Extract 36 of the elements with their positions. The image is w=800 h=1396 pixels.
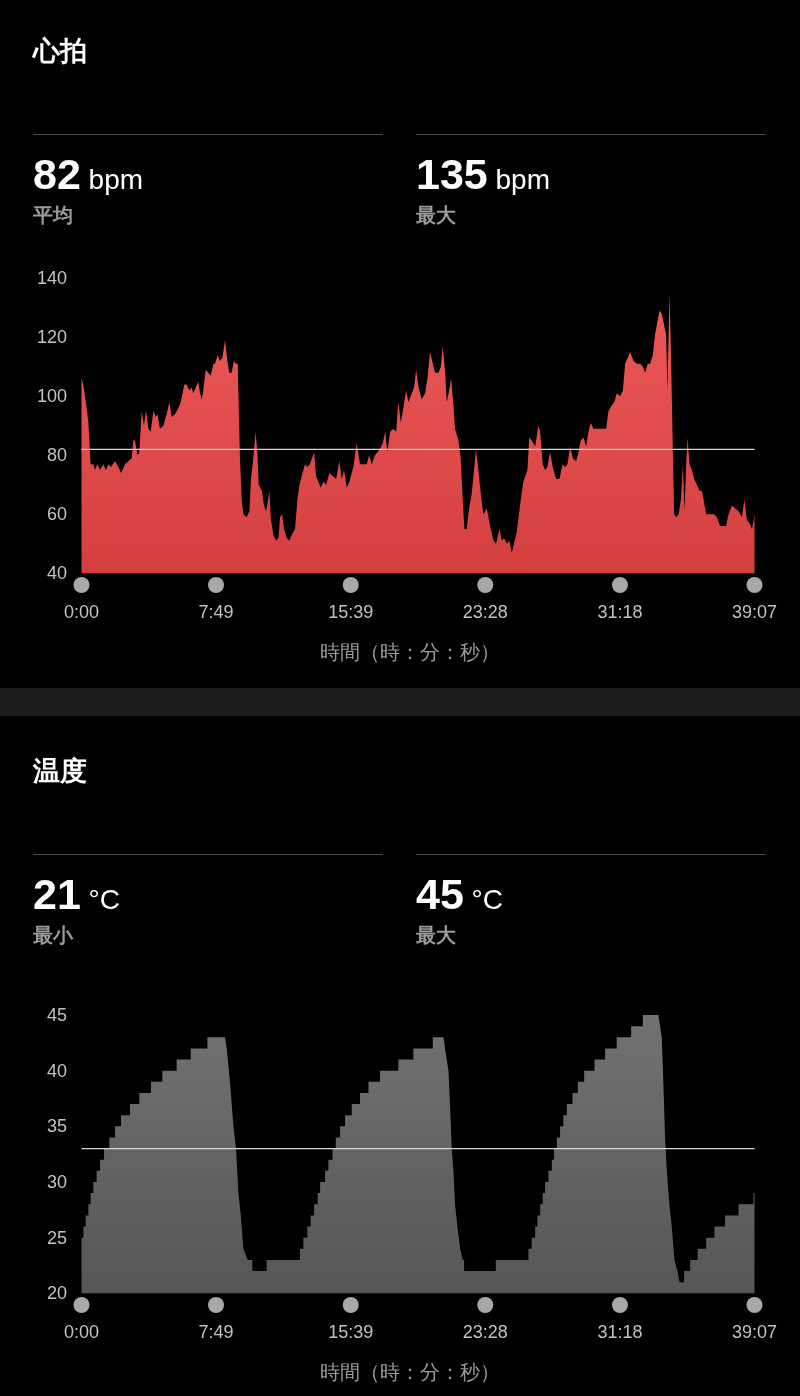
ytick-label: 60 [46,504,67,525]
xtick-label: 7:49 [198,602,234,622]
annotation: 82 bpm [33,150,144,198]
xtick-label: 7:49 [198,1322,234,1342]
ytick-label: 35 [46,1116,67,1137]
xlabel: 時間（時：分：秒） [320,641,500,663]
annotation: 最大 [416,204,456,226]
xtick-label: 23:28 [462,1322,508,1342]
xtick-label: 39:07 [732,602,777,622]
xtick-label: 15:39 [328,602,374,622]
ytick-label: 40 [46,1060,67,1081]
ytick-label: 25 [46,1227,67,1248]
ytick-label: 100 [36,386,67,407]
ytick-label: 140 [36,268,67,289]
ytick-label: 45 [46,1005,67,1025]
annotation: 最大 [416,924,456,946]
ytick-label: 30 [46,1172,67,1192]
title: 温度 [33,756,87,786]
xtick-label: 23:28 [462,602,508,622]
annotation: 最小 [33,924,73,946]
title: 心拍 [33,36,87,66]
annotation: 21 °C [33,870,121,918]
xtick-label: 15:39 [328,1322,374,1342]
annotation: 平均 [33,204,73,226]
xtick-label: 31:18 [597,1322,643,1342]
ytick-label: 80 [46,445,67,466]
xtick-label: 31:18 [597,602,643,622]
xtick-label: 0:00 [64,602,99,622]
ytick-label: 40 [46,563,67,584]
xtick-label: 0:00 [64,1322,99,1342]
annotation: 135 bpm [416,150,550,198]
ytick-label: 20 [46,1283,67,1304]
xtick-label: 39:07 [732,1322,777,1342]
annotation: 45 °C [416,870,504,918]
xlabel: 時間（時：分：秒） [320,1361,500,1383]
ytick-label: 120 [36,327,67,348]
